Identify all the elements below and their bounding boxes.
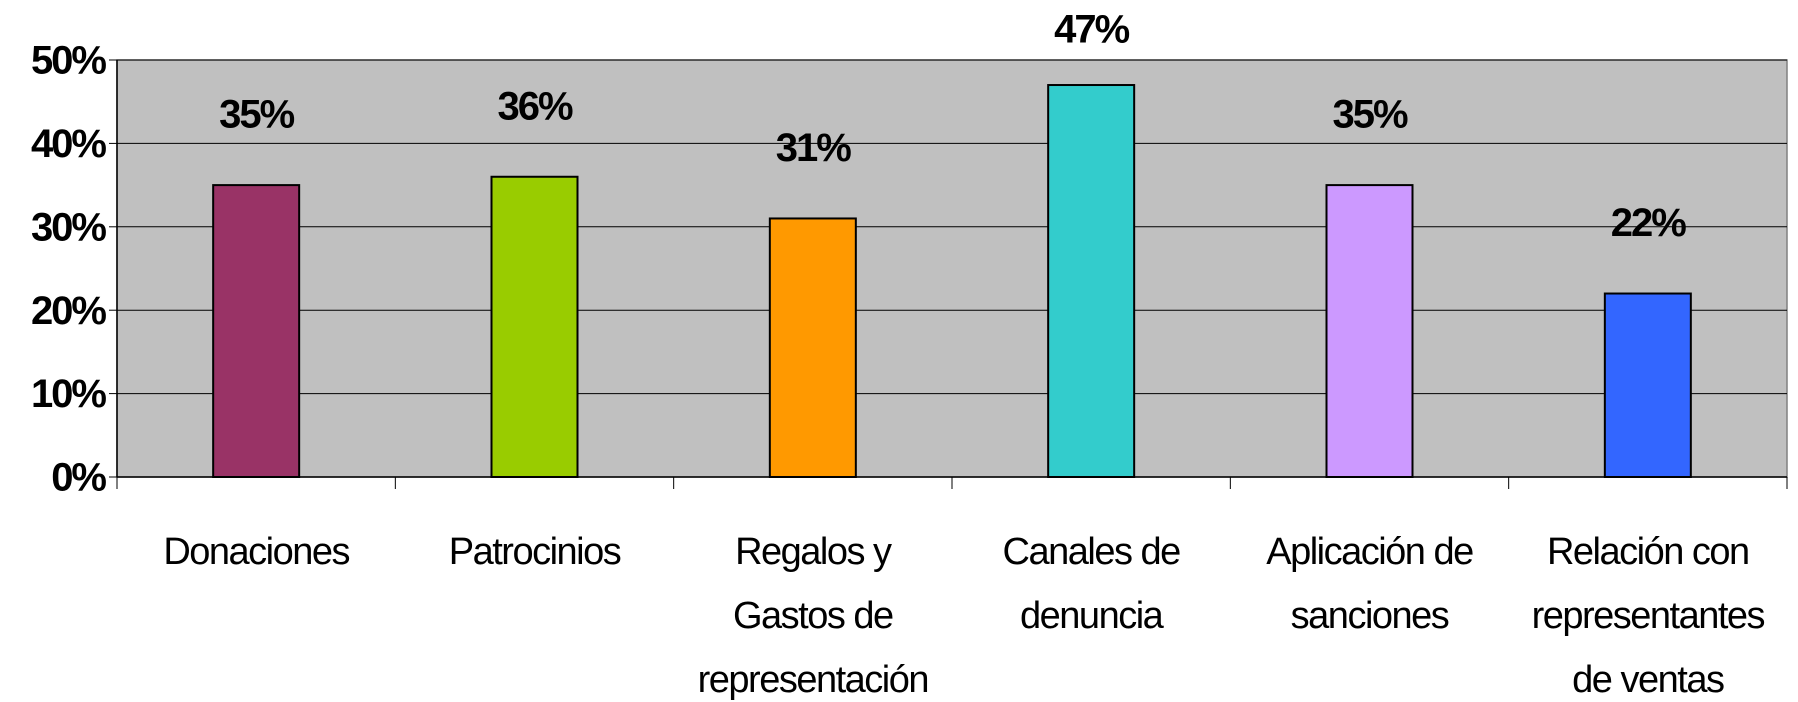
value-label: 35%: [1332, 93, 1407, 137]
bar: [1047, 84, 1136, 479]
y-tick-label: 20%: [31, 289, 106, 333]
y-tick-label: 0%: [51, 456, 106, 500]
value-label: 31%: [776, 126, 851, 170]
y-tick-label: 50%: [31, 39, 106, 83]
bar: [1603, 292, 1692, 478]
y-tick-label: 40%: [31, 122, 106, 166]
x-tick-label: Donaciones: [163, 531, 350, 573]
x-tick-label: Aplicación de sanciones: [1266, 531, 1474, 637]
bar: [212, 184, 301, 478]
value-label: 35%: [219, 93, 294, 137]
value-label: 22%: [1611, 201, 1686, 245]
bar: [1325, 184, 1414, 478]
x-tick-label: Regalos y Gastos de representación: [697, 531, 930, 701]
y-tick-label: 30%: [31, 205, 106, 249]
x-tick-label: Relación con representantes de ventas: [1531, 531, 1766, 701]
x-tick-label: Canales de denuncia: [1002, 531, 1182, 637]
value-label: 47%: [1054, 8, 1129, 52]
bar: [768, 217, 857, 479]
x-tick-label: Patrocinios: [448, 531, 622, 573]
plot-area: [116, 59, 1788, 478]
y-tick-label: 10%: [31, 372, 106, 416]
value-label: 36%: [497, 84, 572, 128]
bar: [490, 175, 579, 478]
